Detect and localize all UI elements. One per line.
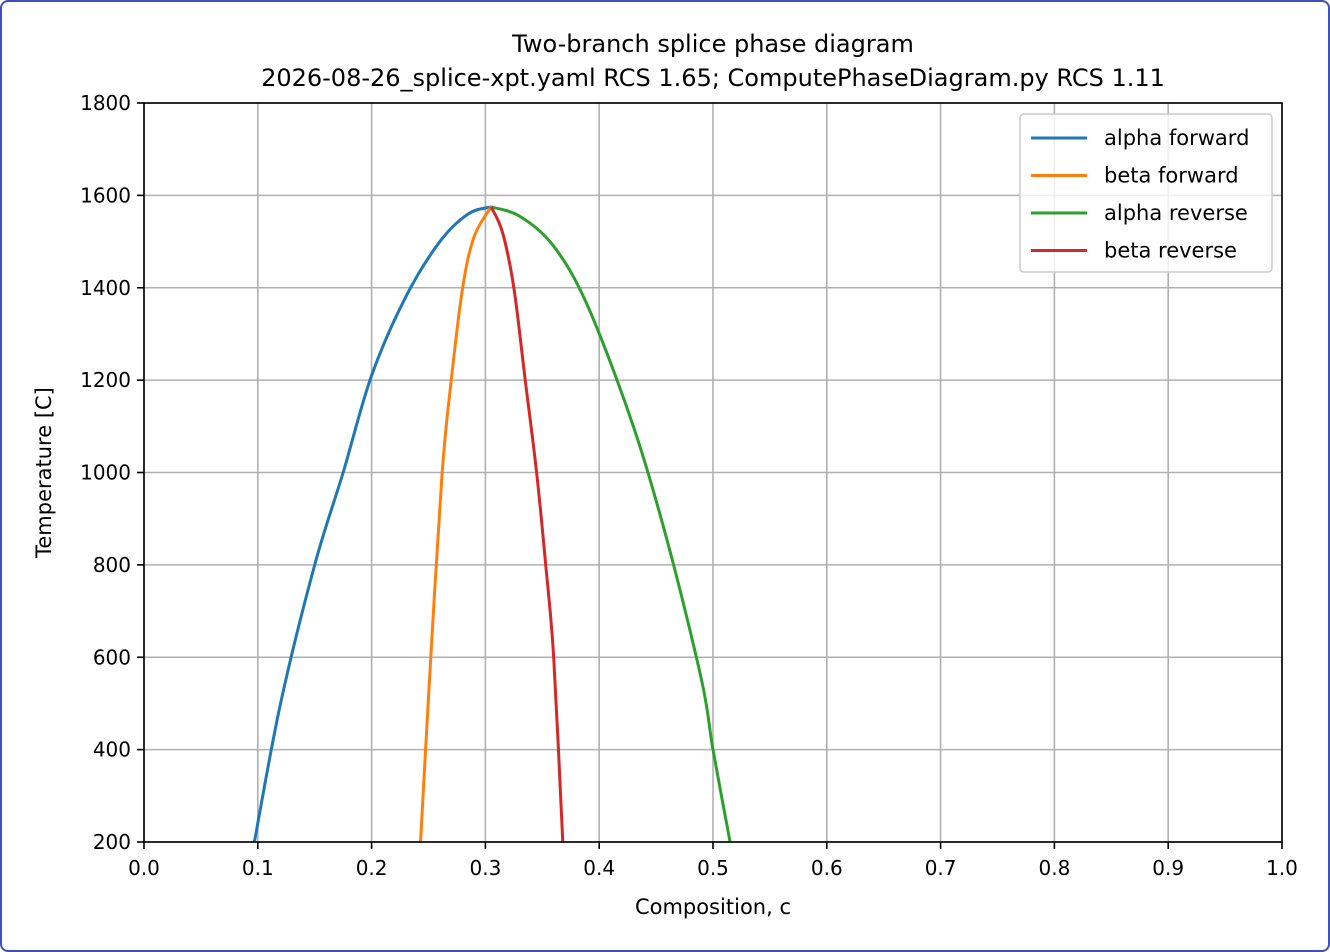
x-tick-label: 0.8 <box>1038 856 1070 880</box>
y-tick-label: 1400 <box>80 276 131 300</box>
x-tick-label: 0.7 <box>925 856 957 880</box>
x-tick-label: 0.1 <box>242 856 274 880</box>
legend: alpha forward beta forward alpha reverse be… <box>1019 113 1273 273</box>
series-line-alpha-reverse <box>490 205 732 843</box>
x-tick-label: 0.9 <box>1152 856 1184 880</box>
legend-label-beta-forward: beta forward <box>1104 164 1239 188</box>
legend-label-alpha-reverse: alpha reverse <box>1104 201 1248 225</box>
x-tick-label: 0.5 <box>697 856 729 880</box>
series-line-beta-forward <box>419 206 493 843</box>
y-tick-label: 600 <box>93 645 131 669</box>
y-tick-label: 1200 <box>80 368 131 392</box>
y-tick-label: 200 <box>93 830 131 854</box>
y-axis-label: Temperature [C] <box>32 387 56 559</box>
series-line-beta-reverse <box>489 206 565 843</box>
chart-subtitle: 2026-08-26_splice-xpt.yaml RCS 1.65; Com… <box>261 64 1165 92</box>
x-tick-label: 0.3 <box>469 856 501 880</box>
y-tick-label: 400 <box>93 738 131 762</box>
x-tick-label: 0.6 <box>811 856 843 880</box>
legend-label-beta-reverse: beta reverse <box>1104 239 1237 263</box>
legend-box <box>1019 113 1273 273</box>
chart-title: Two-branch splice phase diagram <box>511 30 914 58</box>
y-tick-label: 1600 <box>80 183 131 207</box>
series-line-alpha-forward <box>252 205 492 843</box>
axis-ticks: 0.0 0.1 0.2 0.3 0.4 0.5 0.6 0.7 0.8 0.9 1.0 200 400 6… <box>80 91 1298 880</box>
y-tick-label: 1800 <box>80 91 131 115</box>
y-tick-label: 1000 <box>80 461 131 485</box>
x-tick-label: 1.0 <box>1266 856 1298 880</box>
y-tick-label: 800 <box>93 553 131 577</box>
legend-label-alpha-forward: alpha forward <box>1104 126 1249 150</box>
x-tick-label: 0.2 <box>356 856 388 880</box>
x-tick-label: 0.4 <box>583 856 615 880</box>
series-lines <box>252 205 732 843</box>
x-axis-label: Composition, c <box>635 895 791 919</box>
x-tick-label: 0.0 <box>128 856 160 880</box>
